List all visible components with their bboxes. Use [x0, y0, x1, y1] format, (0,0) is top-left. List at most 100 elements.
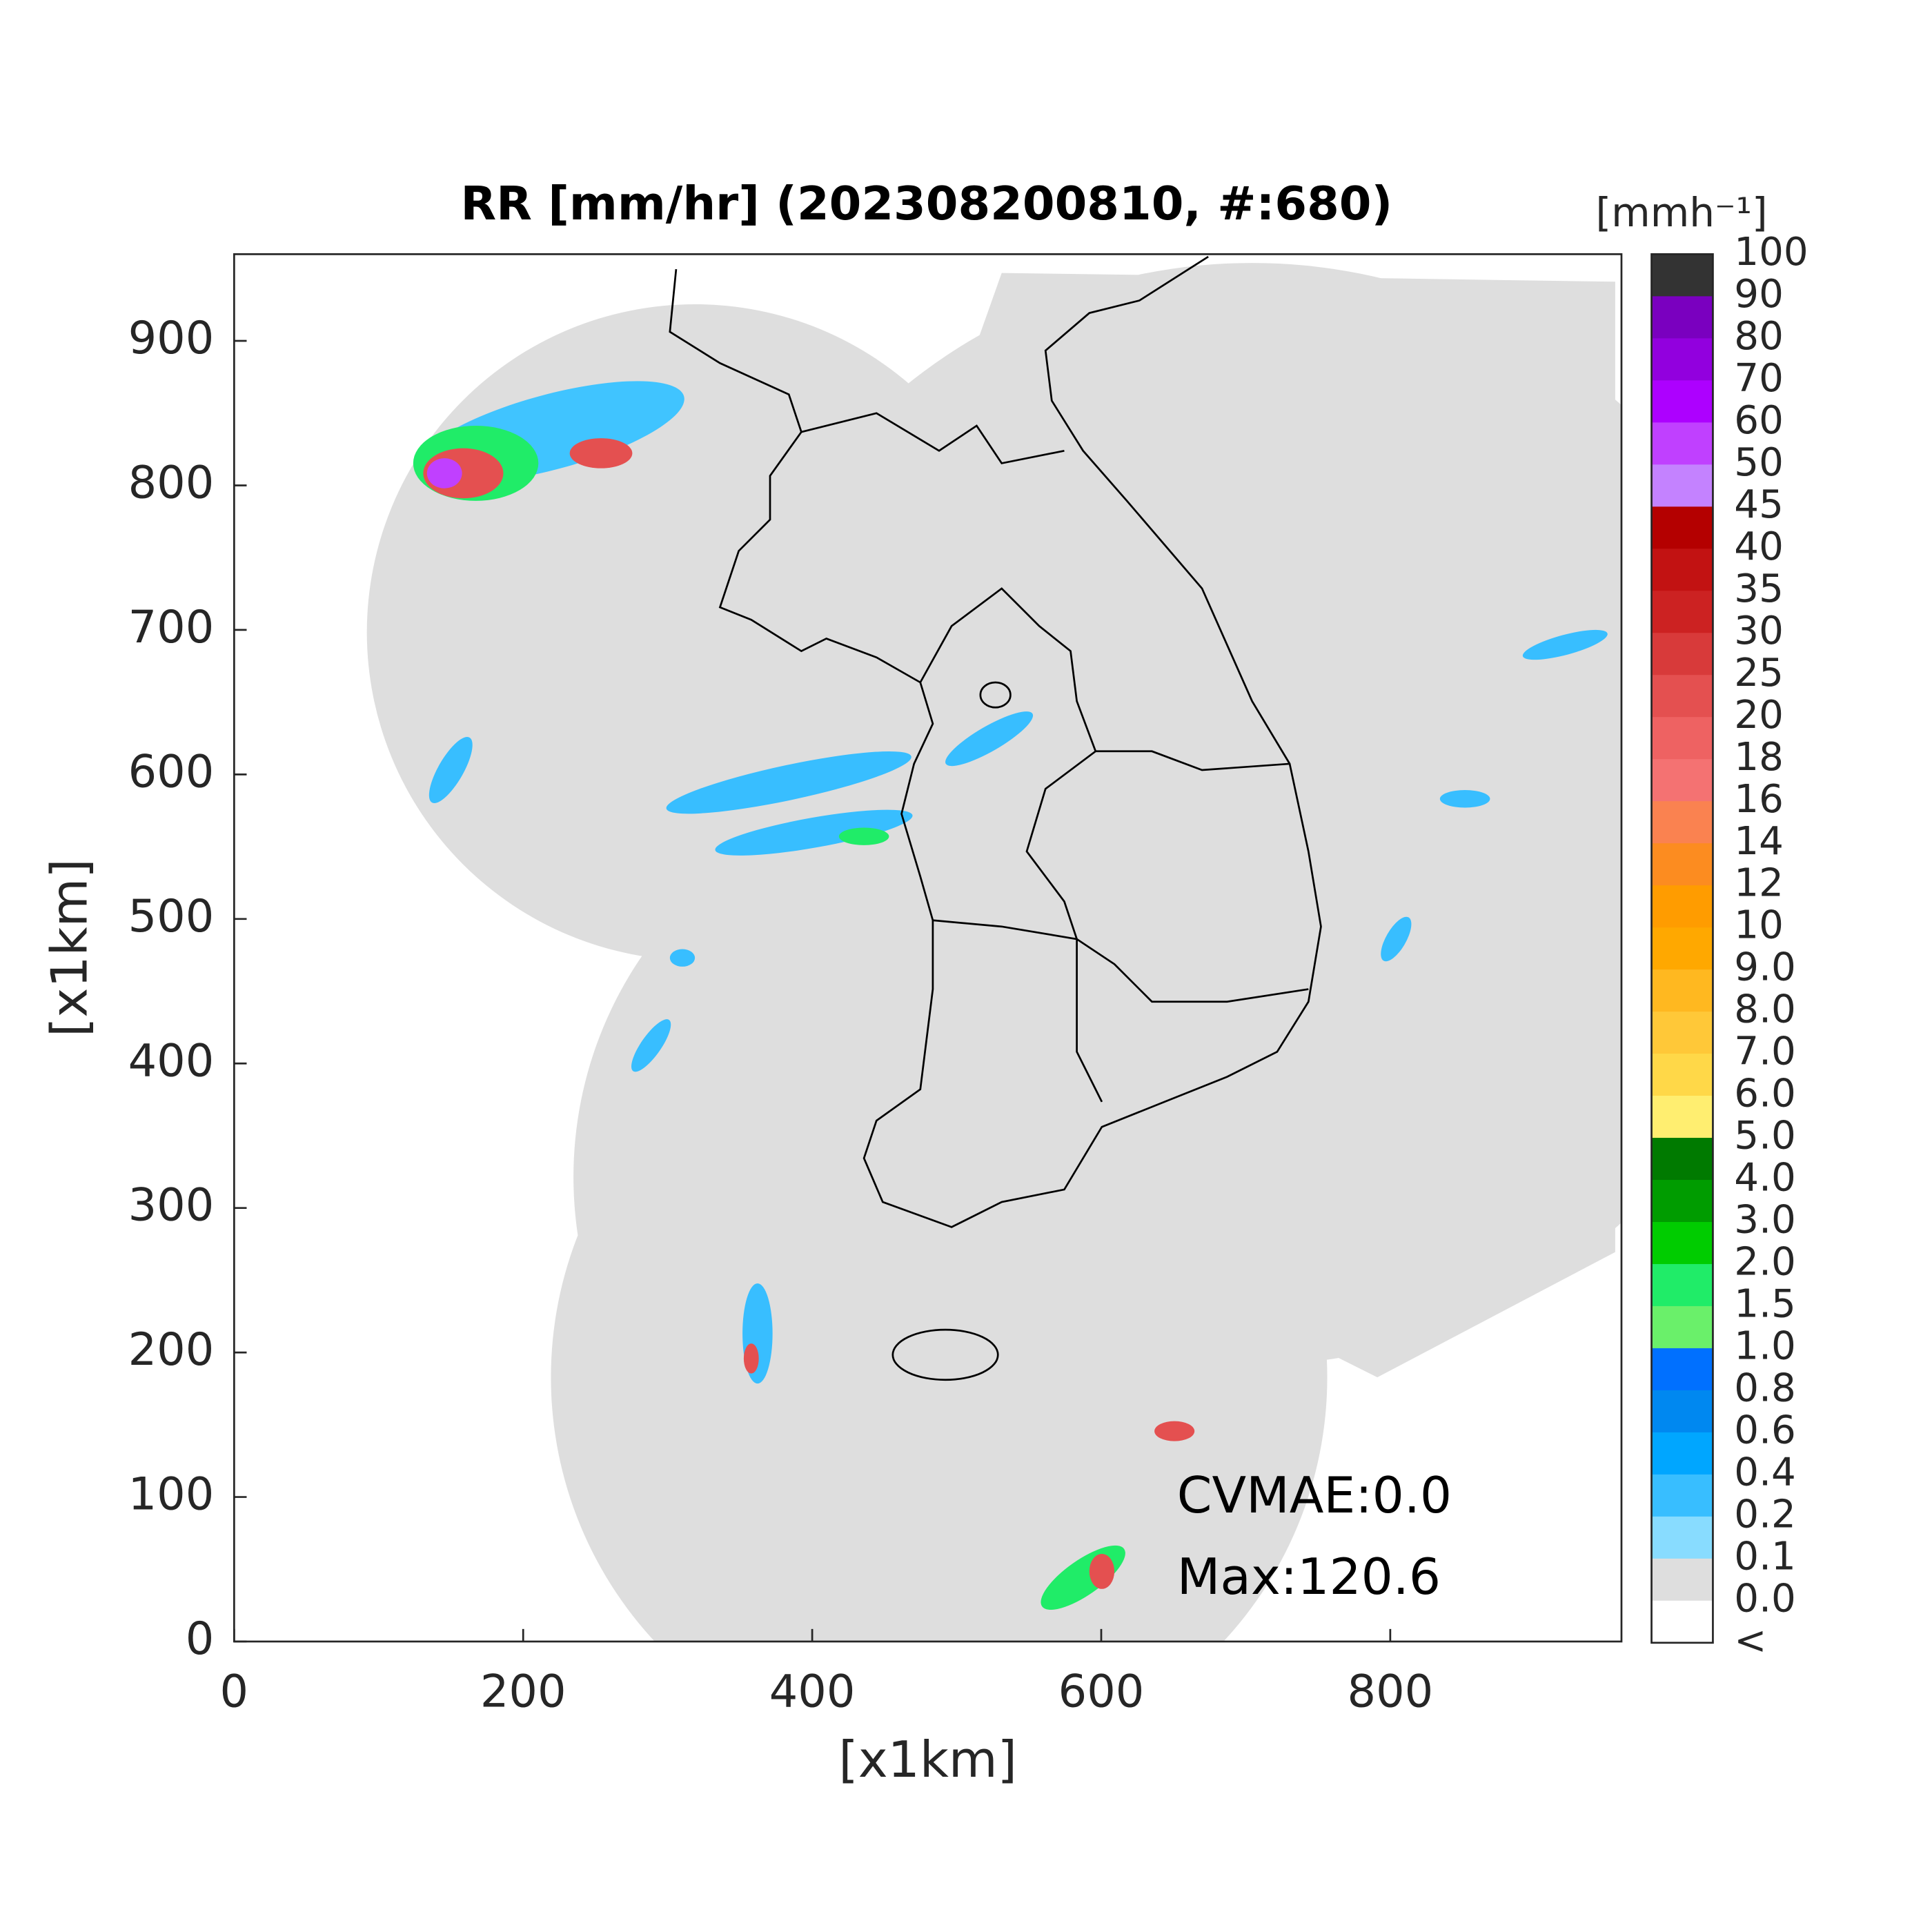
radar-coverage — [366, 263, 1621, 1642]
colorbar-band — [1651, 675, 1713, 718]
rain-echo — [715, 809, 913, 856]
map-area — [366, 255, 1621, 1642]
city-border — [979, 681, 1012, 709]
colorbar-label: 0.2 — [1734, 1492, 1795, 1537]
colorbar-band — [1651, 633, 1713, 676]
colorbar-band — [1651, 591, 1713, 634]
rain-echoes — [413, 381, 1608, 1610]
colorbar-label: 0.4 — [1734, 1450, 1795, 1495]
colorbar-band — [1651, 1138, 1713, 1181]
y-tick-label: 700 — [128, 601, 215, 653]
y-tick-label: 0 — [186, 1613, 215, 1665]
colorbar-label: 1.0 — [1734, 1324, 1795, 1369]
colorbar-band — [1651, 801, 1713, 845]
colorbar-band — [1651, 1263, 1713, 1307]
colorbar-label: 80 — [1734, 314, 1784, 359]
colorbar-band — [1651, 380, 1713, 424]
y-tick-label: 200 — [128, 1323, 215, 1376]
colorbar-label: 0.1 — [1734, 1534, 1795, 1579]
colorbar-band — [1651, 549, 1713, 592]
colorbar-band — [1651, 464, 1713, 508]
colorbar-label: 60 — [1734, 398, 1784, 443]
colorbar-label: 30 — [1734, 609, 1784, 653]
colorbar-label: 100 — [1734, 230, 1808, 275]
rain-echo — [1089, 1553, 1115, 1589]
province-border — [1076, 938, 1103, 1103]
x-tick-label: 400 — [769, 1665, 856, 1717]
coverage-area — [876, 273, 1615, 1378]
colorbar-band — [1651, 1390, 1713, 1433]
x-tick-label: 0 — [220, 1665, 249, 1717]
colorbar-band — [1651, 1096, 1713, 1138]
x-axis-label: [x1km] — [838, 1731, 1017, 1789]
rain-echo — [426, 458, 462, 489]
province-border — [919, 587, 1097, 940]
colorbar-label: 2.0 — [1734, 1240, 1795, 1285]
colorbar-unit: [mmh⁻¹] — [1596, 189, 1768, 236]
x-tick-label: 200 — [480, 1665, 566, 1717]
colorbar-label: 8.0 — [1734, 987, 1795, 1032]
colorbar-label: 7.0 — [1734, 1029, 1795, 1074]
colorbar-label: 4.0 — [1734, 1156, 1795, 1201]
rain-echo — [743, 1343, 759, 1374]
colorbar-label: 25 — [1734, 651, 1784, 696]
rain-echo — [945, 711, 1034, 767]
rain-echo — [569, 438, 633, 469]
y-tick-label: 500 — [128, 890, 215, 943]
colorbar-band — [1651, 1180, 1713, 1223]
colorbar-band — [1651, 759, 1713, 802]
rain-echo — [1154, 1421, 1195, 1441]
x-tick-label: 600 — [1058, 1665, 1145, 1717]
colorbar-band — [1651, 254, 1713, 297]
rain-echo — [1439, 790, 1490, 808]
colorbar-label: 16 — [1734, 777, 1784, 822]
colorbar-band — [1651, 1305, 1713, 1349]
colorbar-band — [1651, 843, 1713, 887]
rain-echo — [838, 827, 889, 845]
colorbar-label: 20 — [1734, 693, 1784, 738]
colorbar-band — [1651, 506, 1713, 550]
y-tick-label: 900 — [128, 312, 215, 364]
colorbar-label: 0.0 — [1734, 1576, 1795, 1621]
rain-echo — [1522, 629, 1608, 660]
colorbar-band — [1651, 969, 1713, 1012]
colorbar-band — [1651, 1221, 1713, 1265]
y-tick-label: 100 — [128, 1468, 215, 1521]
colorbar-label: 3.0 — [1734, 1198, 1795, 1243]
province-border — [932, 919, 1309, 1003]
colorbar-label: 70 — [1734, 356, 1784, 401]
rain-echo — [631, 1019, 671, 1072]
colorbar-label: 6.0 — [1734, 1072, 1795, 1116]
colorbar-band — [1651, 1474, 1713, 1517]
y-axis-label: [x1km] — [41, 858, 99, 1037]
y-tick-label: 800 — [128, 457, 215, 509]
colorbar-label: 12 — [1734, 861, 1784, 906]
colorbar-band — [1651, 885, 1713, 929]
annotation: CVMAE:0.0 — [1177, 1467, 1452, 1525]
rain-echo — [428, 736, 473, 804]
colorbar-label: 0.8 — [1734, 1366, 1795, 1411]
colorbar-frame — [1650, 253, 1714, 1644]
colorbar-band — [1651, 1348, 1713, 1391]
jeju-island — [891, 1328, 999, 1381]
colorbar-band — [1651, 1432, 1713, 1475]
colorbar-label: 0.6 — [1734, 1408, 1795, 1453]
colorbar-label: 45 — [1734, 482, 1784, 527]
colorbar-label: 10 — [1734, 903, 1784, 948]
colorbar-band — [1651, 1600, 1713, 1644]
coastlines — [669, 255, 1322, 1381]
colorbar-band — [1651, 1558, 1713, 1601]
colorbar-label: 9.0 — [1734, 945, 1795, 990]
rain-echo — [666, 751, 911, 814]
colorbar-band — [1651, 1054, 1713, 1096]
colorbar-label: 18 — [1734, 735, 1784, 780]
colorbar-label: 14 — [1734, 819, 1784, 864]
province-border — [801, 412, 1065, 464]
y-tick-label: 300 — [128, 1179, 215, 1232]
colorbar-label: 5.0 — [1734, 1114, 1795, 1159]
colorbar-band — [1651, 927, 1713, 970]
colorbar-band — [1651, 296, 1713, 339]
province-border — [1095, 750, 1290, 771]
